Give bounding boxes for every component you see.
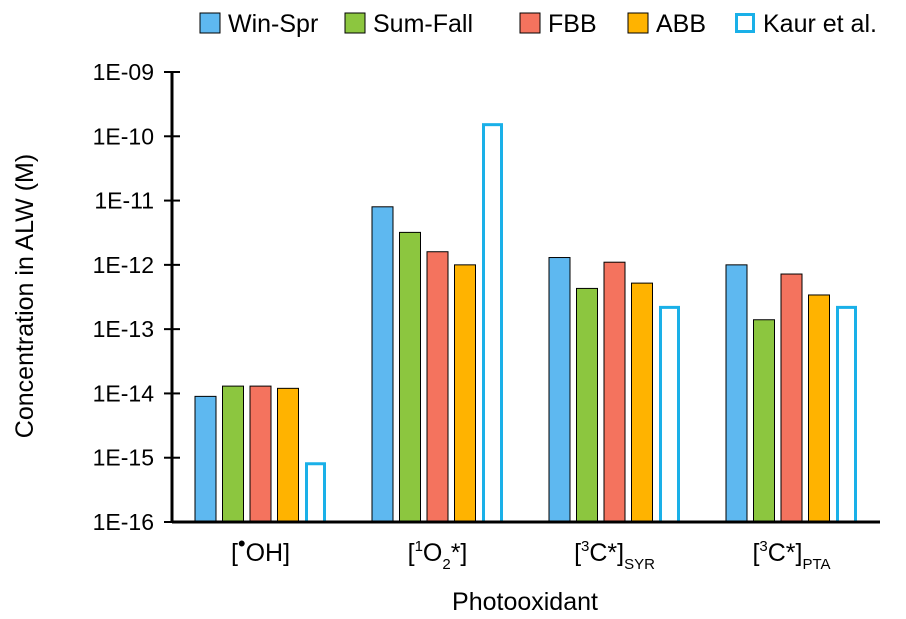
bar-kaur-et-al-1: [305, 462, 326, 524]
bar-sum-fall-4: [753, 319, 775, 523]
legend-swatch: [735, 13, 755, 33]
y-tick-label: 1E-15: [93, 445, 154, 471]
y-tick-label: 1E-11: [94, 188, 154, 214]
bar-kaur-et-al-2: [482, 123, 503, 524]
bar-kaur-et-al-3: [659, 305, 680, 524]
bar-sum-fall-3: [576, 287, 598, 523]
y-tick-label: 1E-12: [93, 252, 154, 278]
bar-abb-2: [454, 264, 476, 523]
x-tick-label: [1O2*]: [408, 538, 468, 573]
legend-label: ABB: [656, 10, 706, 38]
bar-fbb-1: [249, 385, 272, 523]
bars: [194, 123, 857, 524]
bar-fbb-4: [780, 273, 803, 523]
y-tick-label: 1E-16: [93, 509, 154, 535]
bar-fbb-2: [426, 251, 449, 523]
legend-label: Kaur et al.: [763, 10, 877, 38]
legend-swatch: [627, 12, 649, 34]
y-tick-labels: 1E-16 1E-15 1E-14 1E-13 1E-12 1E-11 1E-10 1E-09: [93, 59, 180, 535]
y-axis-label: Concentration in ALW (M): [11, 154, 39, 438]
x-tick-label: [3C*]PTA: [752, 538, 830, 573]
legend-swatch: [519, 12, 541, 34]
bar-win-spr-1: [194, 395, 217, 523]
bar-sum-fall-2: [399, 231, 421, 523]
bar-kaur-et-al-4: [836, 305, 857, 524]
bar-fbb-3: [603, 261, 626, 523]
bar-win-spr-3: [548, 257, 571, 523]
x-tick-label: [•OH]: [231, 531, 290, 567]
legend: Win-Spr Sum-Fall FBB ABB Kaur et al.: [199, 10, 877, 38]
y-tick-label: 1E-13: [93, 316, 154, 342]
x-tick-labels: [•OH] [1O2*] [3C*]SYR [3C*]PTA: [231, 531, 831, 573]
bar-abb-3: [631, 282, 653, 523]
y-tick-label: 1E-10: [93, 123, 154, 149]
x-axis-label: Photooxidant: [452, 588, 598, 616]
bar-abb-4: [808, 294, 830, 523]
y-tick-label: 1E-09: [93, 59, 154, 85]
legend-swatch: [199, 12, 221, 34]
bar-abb-1: [277, 387, 299, 523]
legend-label: Win-Spr: [228, 10, 318, 38]
legend-swatch: [344, 12, 366, 34]
bar-sum-fall-1: [222, 385, 244, 523]
axes: [170, 72, 880, 524]
y-tick-label: 1E-14: [93, 380, 155, 406]
legend-label: Sum-Fall: [373, 10, 473, 38]
bar-win-spr-4: [725, 264, 748, 523]
x-tick-label: [3C*]SYR: [574, 538, 655, 573]
legend-label: FBB: [548, 10, 597, 38]
bar-win-spr-2: [371, 206, 394, 523]
